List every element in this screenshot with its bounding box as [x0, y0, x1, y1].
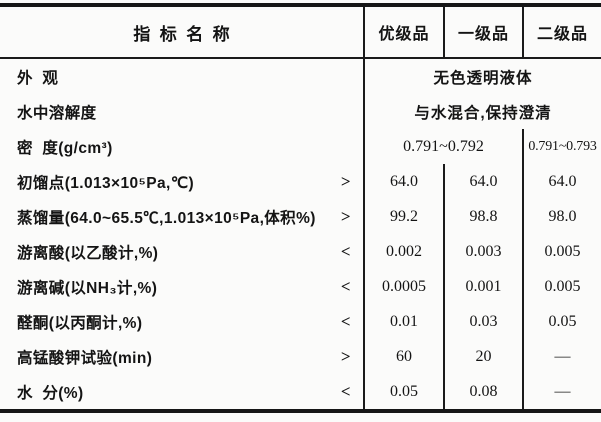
row-label: 外 观	[0, 59, 363, 94]
row-label-text: 醛酮(以丙酮计,%)	[17, 314, 143, 332]
cell-value: 0.003	[443, 234, 522, 269]
cell-value: 0.001	[443, 269, 522, 304]
header-grade-first: 一级品	[443, 7, 522, 57]
cell-value: 0.08	[443, 374, 522, 409]
table-row-water-content: 水 分(%) < 0.05 0.08 —	[0, 374, 601, 409]
cell-value: 64.0	[443, 164, 522, 199]
cell-value: 0.03	[443, 304, 522, 339]
comparison-operator: >	[340, 206, 351, 226]
cell-value: 20	[443, 339, 522, 374]
cell-value-merged: 无色透明液体	[363, 59, 601, 94]
row-label: 醛酮(以丙酮计,%) <	[0, 304, 363, 339]
table-row-aldehyde-ketone: 醛酮(以丙酮计,%) < 0.01 0.03 0.05	[0, 304, 601, 339]
table-row-free-alkali: 游离碱(以NH₃计,%) < 0.0005 0.001 0.005	[0, 269, 601, 304]
cell-value: 0.791~0.793	[522, 129, 601, 164]
table-row-distillation-volume: 蒸馏量(64.0~65.5℃,1.013×10⁵Pa,体积%) > 99.2 9…	[0, 199, 601, 234]
table-row-initial-boiling-point: 初馏点(1.013×10⁵Pa,℃) > 64.0 64.0 64.0	[0, 164, 601, 199]
table-row-free-acid: 游离酸(以乙酸计,%) < 0.002 0.003 0.005	[0, 234, 601, 269]
row-label: 游离酸(以乙酸计,%) <	[0, 234, 363, 269]
cell-value: 98.8	[443, 199, 522, 234]
cell-value: 0.005	[522, 234, 601, 269]
cell-value: 0.0005	[363, 269, 443, 304]
cell-value: —	[522, 339, 601, 374]
row-label: 初馏点(1.013×10⁵Pa,℃) >	[0, 164, 363, 199]
spec-table: 指 标 名 称 优级品 一级品 二级品 外 观 无色透明液体 水中溶解度 与水混…	[0, 3, 601, 413]
table-row-permanganate-test: 高锰酸钾试验(min) > 60 20 —	[0, 339, 601, 374]
row-label-text: 初馏点(1.013×10⁵Pa,℃)	[17, 174, 195, 192]
row-label: 水中溶解度	[0, 94, 363, 129]
row-label-text: 外 观	[17, 69, 59, 87]
row-label: 蒸馏量(64.0~65.5℃,1.013×10⁵Pa,体积%) >	[0, 199, 363, 234]
table-row-appearance: 外 观 无色透明液体	[0, 59, 601, 94]
header-indicator-name: 指 标 名 称	[133, 24, 230, 44]
cell-value: 64.0	[363, 164, 443, 199]
row-label: 密 度(g/cm³)	[0, 129, 363, 164]
row-label: 高锰酸钾试验(min) >	[0, 339, 363, 374]
row-label-text: 高锰酸钾试验(min)	[17, 349, 153, 367]
cell-value: 98.0	[522, 199, 601, 234]
row-label-text: 水中溶解度	[17, 104, 97, 122]
cell-value: 0.01	[363, 304, 443, 339]
row-label-text: 游离碱(以NH₃计,%)	[17, 279, 158, 297]
row-label: 游离碱(以NH₃计,%) <	[0, 269, 363, 304]
cell-value: 0.05	[363, 374, 443, 409]
header-grade-premium: 优级品	[363, 7, 443, 57]
cell-value: 64.0	[522, 164, 601, 199]
table-row-solubility: 水中溶解度 与水混合,保持澄清	[0, 94, 601, 129]
cell-value-merged: 与水混合,保持澄清	[363, 94, 601, 129]
comparison-operator: >	[340, 346, 351, 366]
row-label-text: 密 度(g/cm³)	[17, 139, 113, 157]
cell-value: —	[522, 374, 601, 409]
cell-value-merged: 0.791~0.792	[363, 129, 522, 164]
cell-value: 0.002	[363, 234, 443, 269]
comparison-operator: <	[340, 381, 351, 401]
comparison-operator: >	[340, 171, 351, 191]
header-grade-second: 二级品	[522, 7, 601, 57]
cell-value: 99.2	[363, 199, 443, 234]
cell-value: 0.05	[522, 304, 601, 339]
comparison-operator: <	[340, 311, 351, 331]
comparison-operator: <	[340, 241, 351, 261]
table-row-density: 密 度(g/cm³) 0.791~0.792 0.791~0.793	[0, 129, 601, 164]
cell-value: 60	[363, 339, 443, 374]
row-label-text: 蒸馏量(64.0~65.5℃,1.013×10⁵Pa,体积%)	[17, 209, 316, 227]
table-header: 指 标 名 称 优级品 一级品 二级品	[0, 7, 601, 59]
cell-value: 0.005	[522, 269, 601, 304]
row-label: 水 分(%) <	[0, 374, 363, 409]
row-label-text: 水 分(%)	[17, 384, 84, 402]
comparison-operator: <	[340, 276, 351, 296]
row-label-text: 游离酸(以乙酸计,%)	[17, 244, 159, 262]
